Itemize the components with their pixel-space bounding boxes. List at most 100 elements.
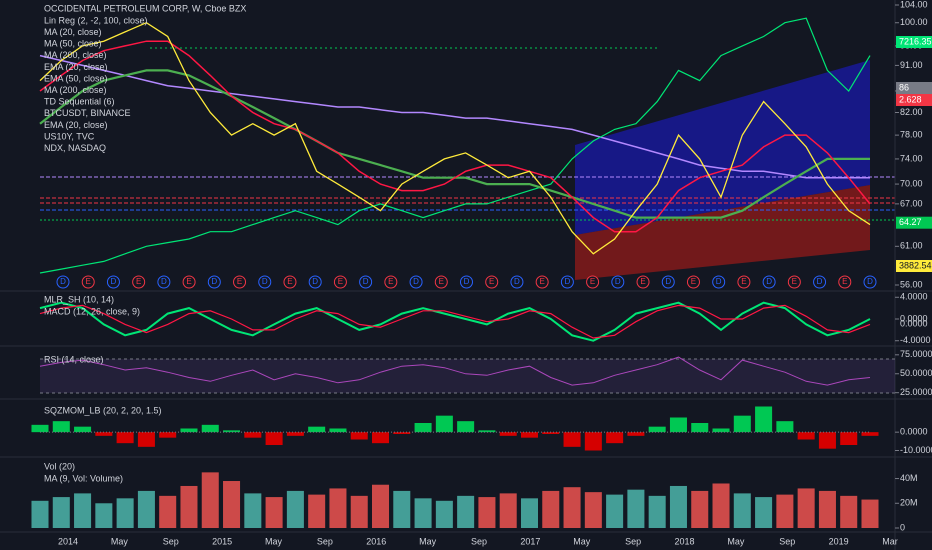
- volume-bar: [137, 490, 155, 528]
- event-marker: [560, 275, 574, 289]
- volume-bar: [818, 490, 836, 528]
- momentum-bar: [116, 432, 134, 444]
- y-tick-label: 20M: [900, 498, 918, 508]
- volume-bar: [840, 495, 858, 528]
- volume-bar: [52, 497, 70, 528]
- rsi-line: [39, 356, 871, 386]
- price-tag-label: 64.27: [899, 217, 922, 227]
- legend-entry: SQZMOM_LB (20, 2, 20, 1.5): [44, 405, 162, 415]
- legend-entry: EMA (20, close): [44, 120, 108, 130]
- momentum-bar: [372, 432, 390, 444]
- momentum-bar: [457, 421, 475, 433]
- legend-entry: TD Sequential (6): [44, 97, 115, 107]
- y-tick-label: 40M: [900, 473, 918, 483]
- event-marker: [510, 275, 524, 289]
- price-tag: [896, 82, 932, 94]
- y-tick-label: -4.0000: [900, 335, 931, 345]
- volume-bar: [74, 493, 92, 528]
- event-label: D: [262, 277, 268, 286]
- legend-entry: MACD (12, 26, close, 9): [44, 306, 140, 316]
- price-tag: [896, 36, 932, 48]
- volume-bar: [712, 483, 730, 528]
- y-tick-label: 25.0000: [900, 387, 932, 397]
- event-label: D: [615, 277, 621, 286]
- event-marker: [636, 275, 650, 289]
- event-label: E: [741, 277, 746, 286]
- y-tick-label: 0.0000: [900, 427, 928, 437]
- event-label: D: [60, 277, 66, 286]
- x-tick-label: May: [419, 536, 437, 546]
- event-label: E: [86, 277, 91, 286]
- event-label: D: [564, 277, 570, 286]
- momentum-bar: [201, 424, 219, 433]
- volume-bar: [244, 493, 262, 528]
- regression-lower: [575, 185, 870, 280]
- volume-bar: [520, 498, 538, 528]
- regression-upper: [575, 60, 870, 235]
- momentum-bar: [840, 432, 858, 445]
- volume-bar: [201, 472, 219, 528]
- momentum-bar: [520, 432, 538, 438]
- volume-bar: [31, 500, 49, 528]
- y-tick-label: 61.00: [900, 241, 923, 251]
- volume-bar: [350, 495, 368, 528]
- momentum-bar: [74, 426, 92, 433]
- x-tick-label: Sep: [779, 536, 795, 546]
- momentum-bar: [286, 432, 304, 436]
- volume-bar: [116, 498, 134, 528]
- momentum-bar: [329, 428, 347, 433]
- event-marker: [233, 275, 247, 289]
- momentum-bar: [712, 428, 730, 433]
- event-marker: [460, 275, 473, 289]
- event-marker: [686, 275, 700, 289]
- event-label: E: [691, 277, 696, 286]
- volume-bar: [733, 493, 751, 528]
- y-tick-label: 70.00: [900, 178, 923, 188]
- event-label: D: [363, 277, 369, 286]
- price-line: [39, 21, 871, 255]
- volume-bar: [499, 493, 517, 528]
- x-tick-label: May: [727, 536, 745, 546]
- price-tag-label: 2.628: [899, 94, 922, 104]
- volume-bar: [180, 485, 198, 528]
- volume-bar: [478, 497, 496, 528]
- legend-entry: BTCUSDT, BINANCE: [44, 108, 131, 118]
- momentum-bar: [308, 426, 326, 433]
- event-marker: [434, 275, 448, 289]
- momentum-bar: [669, 417, 687, 433]
- y-tick-label: 82.00: [900, 107, 923, 117]
- legend-entry: MA (20, close): [44, 27, 102, 37]
- x-tick-label: 2017: [520, 536, 540, 546]
- event-marker: [258, 275, 272, 289]
- momentum-bar: [563, 432, 581, 447]
- price-tag: [896, 260, 932, 272]
- event-label: E: [439, 277, 444, 286]
- y-tick-label: 50.0000: [900, 368, 932, 378]
- event-marker: [409, 275, 423, 289]
- volume-bar: [457, 495, 475, 528]
- event-label: D: [111, 277, 117, 286]
- price-tag-label: 7216.35: [899, 36, 932, 46]
- volume-bar: [329, 488, 347, 528]
- event-label: E: [136, 277, 141, 286]
- macd-line: [39, 304, 871, 339]
- event-label: E: [237, 277, 242, 286]
- volume-bar: [372, 484, 390, 528]
- event-label: E: [590, 277, 595, 286]
- momentum-bar: [733, 415, 751, 433]
- legend-entry: Vol (20): [44, 461, 75, 471]
- x-tick-label: 2018: [674, 536, 694, 546]
- price-line: [39, 54, 870, 179]
- event-marker: [838, 275, 852, 289]
- volume-bar: [669, 485, 687, 528]
- volume-bar: [95, 503, 113, 528]
- legend-entry: MA (9, Vol: Volume): [44, 473, 123, 483]
- y-tick-label: 67.00: [900, 198, 923, 208]
- legend-entry: MLR_SH (10, 14): [44, 294, 114, 304]
- volume-bar: [393, 490, 411, 528]
- volume-bar: [308, 494, 326, 528]
- event-label: E: [338, 277, 343, 286]
- volume-bar: [265, 497, 283, 528]
- event-marker: [485, 275, 499, 289]
